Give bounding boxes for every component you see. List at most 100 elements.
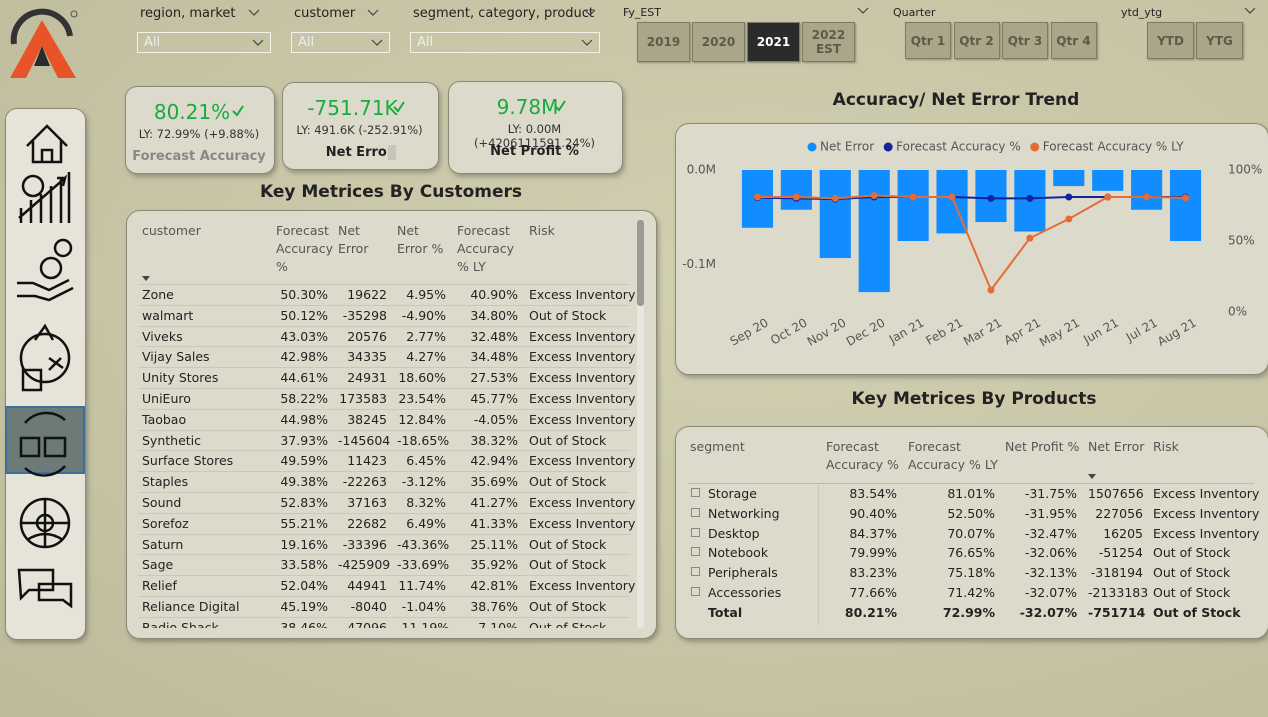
row-divider [138, 616, 630, 618]
kpi-value: 80.21% [153, 100, 231, 124]
chevron [248, 9, 260, 16]
column-header[interactable]: segment [690, 439, 745, 454]
table-cell: 2.77% [406, 328, 446, 344]
ytd-button[interactable]: YTG [1196, 22, 1243, 59]
table-cell: -32.07% [1024, 585, 1077, 600]
column-header[interactable]: Forecast Accuracy % [276, 223, 334, 274]
column-header[interactable]: Forecast Accuracy % LY [457, 223, 515, 274]
quarter-button[interactable]: Qtr 3 [1002, 22, 1048, 59]
table-cell: -4.05% [473, 411, 518, 427]
expand-icon[interactable] [691, 527, 700, 537]
quarter-button[interactable]: Qtr 2 [953, 22, 1000, 59]
filter-label: customer [294, 6, 356, 21]
table-cell: -4.90% [401, 307, 446, 323]
column-header[interactable]: Net Profit % [1005, 439, 1080, 454]
line-point [909, 193, 917, 201]
table-cell: 80.21% [844, 604, 897, 620]
table-cell: -145604 [338, 432, 391, 448]
table-cell: -1.04% [401, 599, 446, 614]
table-cell: 227056 [1095, 505, 1143, 521]
quarter-button[interactable]: Qtr 4 [1050, 22, 1097, 59]
kpi-card[interactable] [448, 81, 623, 174]
table-cell: 8.32% [406, 495, 446, 510]
column-header[interactable]: Risk [1153, 439, 1179, 454]
legend-marker [883, 142, 893, 152]
table-cell: 32.48% [470, 328, 518, 344]
row-divider [138, 325, 630, 327]
table-cell: 6.49% [406, 515, 446, 531]
row-divider [138, 512, 630, 514]
filter-label: ytd_ytg [1121, 6, 1163, 19]
ytd-button[interactable]: YTD [1147, 22, 1194, 59]
table-cell: Excess Inventory [1153, 486, 1260, 501]
table-cell: Out of Stock [529, 432, 607, 448]
filter-dropdown[interactable]: All [137, 32, 271, 53]
scrollbar-thumb[interactable] [637, 220, 644, 306]
expand-icon[interactable] [691, 547, 700, 557]
table-cell: 45.19% [280, 599, 328, 614]
kpi-ly: LY: 491.6K (-252.91%) [296, 123, 423, 137]
table-cell: 58.22% [280, 391, 328, 406]
column-header[interactable]: customer [142, 223, 201, 238]
line-point [1026, 234, 1034, 242]
column-header[interactable]: Forecast Accuracy % [826, 439, 899, 472]
table-cell: -51254 [1098, 545, 1143, 561]
table-cell: 77.66% [849, 585, 897, 600]
x-tick-label: Feb 21 [923, 316, 965, 348]
y2-tick-label: 0% [1228, 305, 1247, 319]
column-header[interactable]: Net Error % [397, 223, 444, 256]
column-header[interactable]: Net Error [1088, 439, 1145, 454]
table-cell: Accessories [708, 585, 782, 600]
table-cell: Vijay Sales [142, 349, 210, 365]
x-tick-label: Jan 21 [886, 316, 926, 347]
chevron [584, 9, 596, 16]
chart-title: Accuracy/ Net Error Trend [833, 90, 1080, 110]
table-cell: -33396 [342, 536, 387, 552]
line-point [987, 286, 995, 294]
year-button[interactable]: 2021 [747, 22, 800, 62]
table-cell: Desktop [708, 525, 760, 541]
quarter-button[interactable]: Qtr 1 [905, 22, 951, 59]
expand-icon[interactable] [691, 507, 700, 517]
x-tick-label: Aug 21 [1155, 316, 1199, 349]
column-header[interactable]: Net Error [338, 223, 369, 256]
kpi-label: Net Profit % [490, 144, 579, 159]
line-point [1104, 193, 1112, 201]
expand-icon[interactable] [691, 488, 700, 497]
row-divider [138, 471, 630, 473]
kpi-card[interactable] [125, 86, 275, 174]
table-cell: 34.80% [470, 307, 518, 323]
sort-arrow [142, 276, 150, 281]
expand-icon[interactable] [691, 567, 700, 577]
table-cell: 81.01% [947, 486, 995, 501]
line-point [1026, 194, 1034, 202]
column-header[interactable]: Risk [529, 223, 555, 238]
line-point [1143, 193, 1151, 201]
kpi-ly: LY: 72.99% (+9.88%) [138, 127, 260, 141]
year-button[interactable]: 2020 [692, 22, 745, 62]
table-cell: Out of Stock [529, 307, 607, 323]
bar [1169, 170, 1202, 241]
year-button[interactable]: 2022 EST [802, 22, 855, 62]
line-point [1182, 194, 1190, 202]
table-cell: -43.36% [397, 536, 450, 552]
table-cell: 42.81% [470, 578, 518, 594]
table-cell: 70.07% [947, 525, 995, 541]
expand-icon[interactable] [691, 587, 700, 596]
table-cell: -3.12% [401, 474, 446, 490]
column-header[interactable]: Forecast Accuracy % LY [908, 439, 998, 472]
row-divider [138, 596, 630, 597]
bar [897, 170, 929, 241]
row-divider [138, 284, 630, 285]
scrollbar-track[interactable] [637, 220, 644, 628]
filter-dropdown[interactable]: All [410, 32, 600, 53]
filter-dropdown[interactable]: All [291, 32, 390, 53]
table-cell: Sage [142, 557, 174, 573]
table-cell: 38245 [347, 411, 387, 427]
nav-icons [17, 124, 74, 609]
year-button[interactable]: 2019 [637, 22, 690, 62]
kpi-card[interactable] [282, 82, 439, 170]
line-point [831, 194, 839, 202]
table-cell: 83.54% [849, 486, 897, 501]
table-cell: 11423 [347, 453, 387, 469]
